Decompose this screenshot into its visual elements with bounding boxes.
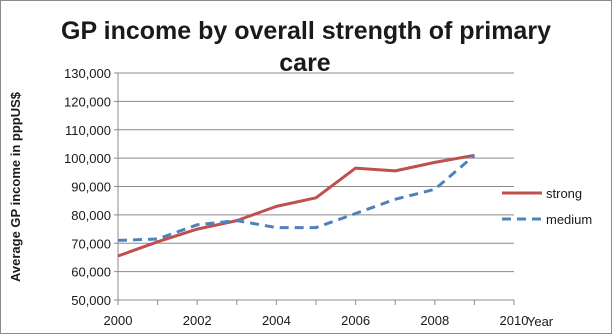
x-tick-label: 2002 — [183, 313, 212, 328]
x-tick-label: 2006 — [341, 313, 370, 328]
chart-title-line-2: care — [279, 49, 331, 77]
y-tick-label: 110,000 — [65, 123, 111, 138]
y-tick-label: 70,000 — [71, 236, 111, 251]
series-lines — [117, 153, 476, 258]
x-tick-label: 2004 — [262, 313, 291, 328]
chart-title-line-1: GP income by overall strength of primary — [61, 17, 551, 45]
x-axis-label: Year — [527, 314, 554, 329]
y-tick-labels: 50,000 60,000 70,000 80,000 90,000 100,000 110… — [64, 66, 111, 308]
legend-label-medium: medium — [546, 212, 592, 227]
x-tick-labels: 2000 2002 2004 2006 2008 2010 — [104, 313, 529, 328]
y-tick-label: 60,000 — [71, 265, 111, 280]
axes — [114, 72, 515, 305]
gridlines — [118, 72, 514, 273]
x-tick-label: 2010 — [500, 313, 529, 328]
y-tick-label: 80,000 — [71, 208, 111, 223]
y-tick-label: 130,000 — [64, 66, 111, 81]
legend: strong medium — [502, 186, 592, 227]
y-tick-label: 90,000 — [71, 180, 111, 195]
legend-label-strong: strong — [546, 186, 582, 201]
y-tick-label: 100,000 — [64, 151, 111, 166]
x-tick-label: 2000 — [104, 313, 133, 328]
y-tick-label: 50,000 — [71, 293, 111, 308]
series-line-medium — [117, 154, 476, 242]
x-tick-label: 2008 — [420, 313, 449, 328]
series-line-strong — [117, 153, 475, 258]
y-axis-label: Average GP income in pppUS$ — [8, 91, 23, 282]
y-tick-label: 120,000 — [64, 94, 111, 109]
